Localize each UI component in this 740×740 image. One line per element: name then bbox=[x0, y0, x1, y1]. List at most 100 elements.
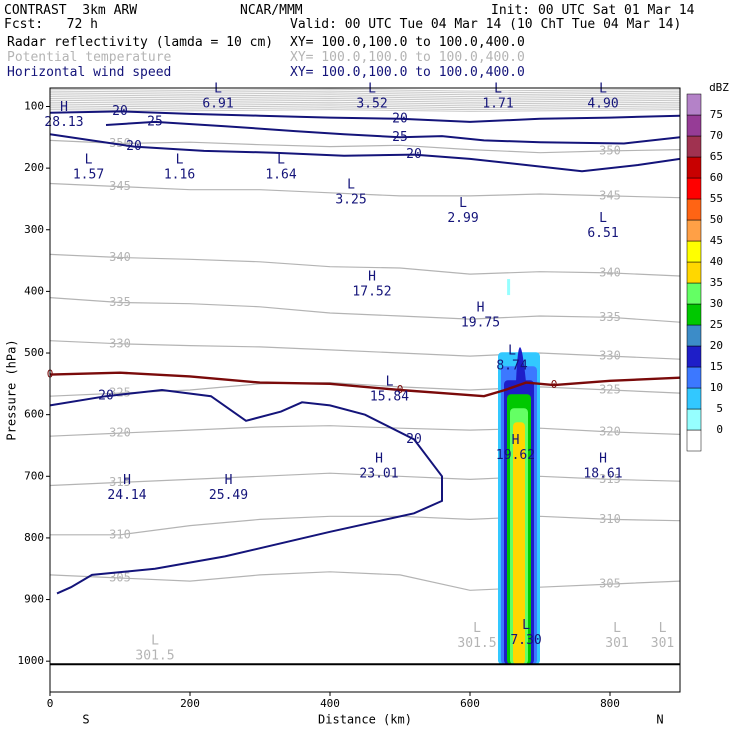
extremum-value: 301 bbox=[605, 636, 628, 651]
theta-contour-label: 345 bbox=[109, 179, 131, 193]
theta-contour-label: 335 bbox=[109, 295, 131, 309]
extremum-value: 19.62 bbox=[496, 448, 535, 463]
wind-contour-label: 20 bbox=[392, 111, 408, 126]
theta-contour-upper bbox=[49, 103, 681, 107]
extremum-value: 301.5 bbox=[457, 636, 496, 651]
theta-contour-label: 305 bbox=[109, 570, 131, 584]
colorbar-label: 15 bbox=[710, 360, 723, 373]
freezing-level-line bbox=[49, 371, 681, 398]
theta-contour bbox=[49, 297, 681, 323]
extremum-marker: L bbox=[151, 633, 159, 648]
theta-contour bbox=[49, 139, 681, 154]
theta-contour bbox=[49, 340, 681, 360]
wind-contour-label: 25 bbox=[392, 130, 408, 145]
extremum-value: 1.57 bbox=[73, 168, 104, 183]
theta-contour-upper bbox=[49, 88, 681, 92]
colorbar-swatch bbox=[686, 408, 702, 431]
y-tick-label: 700 bbox=[24, 469, 44, 482]
extremum-value: 4.90 bbox=[587, 97, 618, 112]
extremum-marker: L bbox=[459, 196, 467, 211]
colorbar-swatch bbox=[686, 114, 702, 137]
extremum-marker: L bbox=[347, 177, 355, 192]
extremum-marker: L bbox=[368, 82, 376, 97]
field-xy-reflectivity: XY= 100.0,100.0 to 100.0,400.0 bbox=[290, 35, 525, 50]
theta-contour-label: 350 bbox=[109, 136, 131, 150]
colorbar-label: 75 bbox=[710, 108, 723, 121]
colorbar-label: 5 bbox=[716, 402, 723, 415]
wind-contour-label: 20 bbox=[98, 389, 114, 404]
model-title: CONTRAST 3km ARW bbox=[4, 3, 138, 18]
extremum-value: 15.84 bbox=[370, 390, 409, 405]
colorbar-swatch bbox=[686, 324, 702, 347]
colorbar-swatch bbox=[686, 198, 702, 221]
theta-contour bbox=[49, 571, 681, 591]
colorbar-swatch bbox=[686, 387, 702, 410]
freezing-level-label: 0 bbox=[397, 383, 404, 396]
extremum-marker: L bbox=[386, 375, 394, 390]
theta-contour-label: 335 bbox=[599, 310, 621, 324]
extremum-value: 24.14 bbox=[107, 488, 146, 503]
wind-contour-label: 20 bbox=[406, 147, 422, 162]
extremum-value: 1.71 bbox=[482, 97, 513, 112]
extremum-marker: H bbox=[599, 452, 607, 467]
x-tick-label: 400 bbox=[320, 697, 340, 710]
theta-contour-label: 350 bbox=[599, 143, 621, 157]
y-tick-label: 100 bbox=[24, 99, 44, 112]
theta-contour-label: 330 bbox=[599, 349, 621, 363]
extremum-value: 1.16 bbox=[164, 168, 195, 183]
extremum-value: 2.99 bbox=[447, 211, 478, 226]
colorbar-label: 30 bbox=[710, 297, 723, 310]
theta-contour-label: 330 bbox=[109, 336, 131, 350]
theta-contour-label: 340 bbox=[599, 265, 621, 279]
theta-contour-label: 345 bbox=[599, 188, 621, 202]
wind-contour bbox=[105, 120, 681, 145]
wind-contour bbox=[49, 110, 681, 123]
x-end-label-south: S bbox=[82, 713, 89, 727]
colorbar-swatch bbox=[686, 282, 702, 305]
colorbar-swatch bbox=[686, 177, 702, 200]
colorbar-swatch bbox=[686, 156, 702, 179]
theta-contour-label: 315 bbox=[599, 472, 621, 486]
field-name-reflectivity: Radar reflectivity (lamda = 10 cm) bbox=[7, 35, 274, 50]
theta-contour-upper bbox=[49, 97, 681, 101]
y-tick-label: 200 bbox=[24, 161, 44, 174]
plot-frame bbox=[49, 87, 681, 693]
theta-contour-label: 320 bbox=[109, 426, 131, 440]
theta-contour-label: 305 bbox=[599, 577, 621, 591]
extremum-marker: L bbox=[277, 153, 285, 168]
colorbar-label: 50 bbox=[710, 213, 723, 226]
theta-contour-label: 340 bbox=[109, 250, 131, 264]
field-name-wind: Horizontal wind speed bbox=[7, 65, 172, 80]
extremum-marker: L bbox=[85, 153, 93, 168]
y-tick-label: 800 bbox=[24, 531, 44, 544]
colorbar-swatch bbox=[686, 240, 702, 263]
theta-contour bbox=[49, 253, 681, 277]
colorbar-swatch bbox=[686, 93, 702, 116]
extremum-marker: H bbox=[225, 473, 233, 488]
extremum-marker: H bbox=[60, 100, 68, 115]
x-tick-label: 800 bbox=[600, 697, 620, 710]
extremum-marker: L bbox=[613, 621, 621, 636]
extremum-marker: L bbox=[473, 621, 481, 636]
forecast-hour: Fcst: 72 h bbox=[4, 17, 98, 32]
colorbar-label: 70 bbox=[710, 129, 723, 142]
extremum-marker: H bbox=[123, 473, 131, 488]
colorbar-swatch bbox=[686, 219, 702, 242]
wind-contour-label: 20 bbox=[126, 139, 142, 154]
colorbar-label: 35 bbox=[710, 276, 723, 289]
theta-contour-label: 320 bbox=[599, 424, 621, 438]
colorbar-label: 0 bbox=[716, 423, 723, 436]
colorbar-swatch bbox=[686, 345, 702, 368]
colorbar-label: 20 bbox=[710, 339, 723, 352]
theta-contour-label: 310 bbox=[109, 527, 131, 541]
extremum-marker: L bbox=[508, 344, 516, 359]
extremum-marker: H bbox=[375, 452, 383, 467]
theta-contour-upper bbox=[49, 92, 681, 96]
wind-contour-label: 20 bbox=[406, 432, 422, 447]
theta-contour-label: 315 bbox=[109, 475, 131, 489]
freezing-level-label: 0 bbox=[551, 378, 558, 391]
plot-area bbox=[50, 88, 680, 692]
wind-contour-label: 25 bbox=[147, 114, 163, 129]
x-axis-label: Distance (km) bbox=[318, 713, 412, 727]
